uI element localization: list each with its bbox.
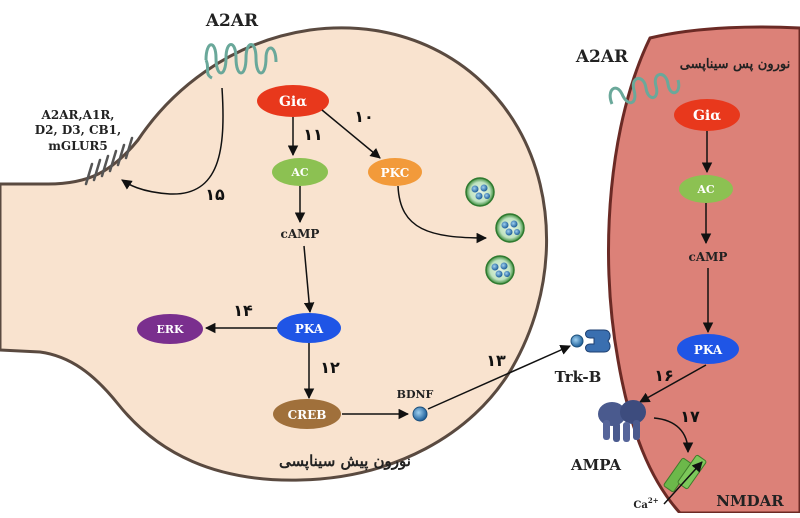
- pre-gia-label: Giα: [279, 94, 307, 110]
- pre-pkc-node: [368, 158, 422, 186]
- arrow-13: [427, 345, 571, 410]
- step-17: ۱۷: [680, 407, 700, 426]
- pre-ac-node: [272, 158, 328, 186]
- vesicle-1: [465, 177, 495, 207]
- arrow-pkc-vesicles: [397, 185, 488, 244]
- receptors-list-line-1: A2AR,A1R,: [41, 108, 115, 122]
- vesicle-3: [485, 255, 515, 285]
- bdnf-icon: [412, 406, 428, 422]
- pre-creb-node: [273, 399, 341, 429]
- pre-a2ar-label: A2AR: [205, 11, 259, 31]
- presynaptic-label: نورون پیش سیناپسی: [279, 452, 411, 471]
- post-camp-label: cAMP: [689, 250, 728, 264]
- step-13: ۱۳: [486, 351, 506, 370]
- postsynaptic-label: نورون پس سیناپسی: [680, 57, 790, 72]
- step-10: ۱۰: [354, 107, 374, 126]
- pre-pkc-label: PKC: [381, 166, 410, 180]
- arrow-10: [321, 109, 381, 159]
- ca-label: Ca2+: [633, 496, 658, 511]
- trkb-receptor-icon: [570, 329, 611, 353]
- post-a2ar-label: A2AR: [575, 47, 629, 67]
- pre-camp-label: cAMP: [281, 227, 320, 241]
- pre-erk-label: ERK: [156, 323, 184, 336]
- pre-creb-label: CREB: [288, 408, 327, 422]
- step-16: ۱۶: [654, 366, 674, 385]
- arrow-camp-pka: [303, 245, 315, 314]
- vesicle-2: [495, 213, 525, 243]
- arrow-17: [653, 417, 694, 454]
- step-11: ۱۱: [303, 125, 323, 144]
- post-pka-label: PKA: [694, 343, 723, 357]
- step-14: ۱۴: [233, 301, 253, 320]
- post-gia-node: [674, 99, 740, 131]
- arrow-15: [121, 87, 224, 195]
- membrane-receptors-icon: [84, 136, 134, 186]
- nmdar-label: NMDAR: [716, 492, 784, 510]
- pre-gia-node: [257, 85, 329, 117]
- pre-a2ar-receptor-icon: [204, 43, 278, 80]
- post-gia-label: Giα: [693, 108, 721, 124]
- post-pka-node: [677, 334, 739, 364]
- presynaptic-neuron: [0, 26, 549, 482]
- receptors-list-line-2: D2, D3, CB1,: [35, 123, 121, 137]
- step-15: ۱۵: [205, 185, 225, 204]
- ca-text: Ca: [633, 500, 648, 511]
- post-a2ar-receptor-icon: [608, 73, 681, 105]
- ca-superscript: 2+: [648, 496, 659, 505]
- step-12: ۱۲: [320, 358, 340, 377]
- trkb-label: Trk-B: [555, 368, 602, 386]
- arrow-16: [639, 364, 707, 403]
- pre-erk-node: [137, 314, 203, 344]
- receptors-list: A2AR,A1R, D2, D3, CB1, mGLUR5: [35, 108, 121, 153]
- arrow-ca-influx: [663, 461, 703, 505]
- post-ac-node: [679, 175, 733, 203]
- pre-bdnf-label: BDNF: [397, 388, 434, 401]
- pre-ac-label: AC: [290, 166, 309, 179]
- ampa-receptor-icon: [598, 400, 646, 442]
- pre-pka-node: [277, 313, 341, 343]
- receptors-list-line-3: mGLUR5: [48, 139, 108, 153]
- pre-pka-label: PKA: [295, 322, 324, 336]
- ampa-label: AMPA: [570, 456, 621, 474]
- post-ac-label: AC: [696, 183, 715, 196]
